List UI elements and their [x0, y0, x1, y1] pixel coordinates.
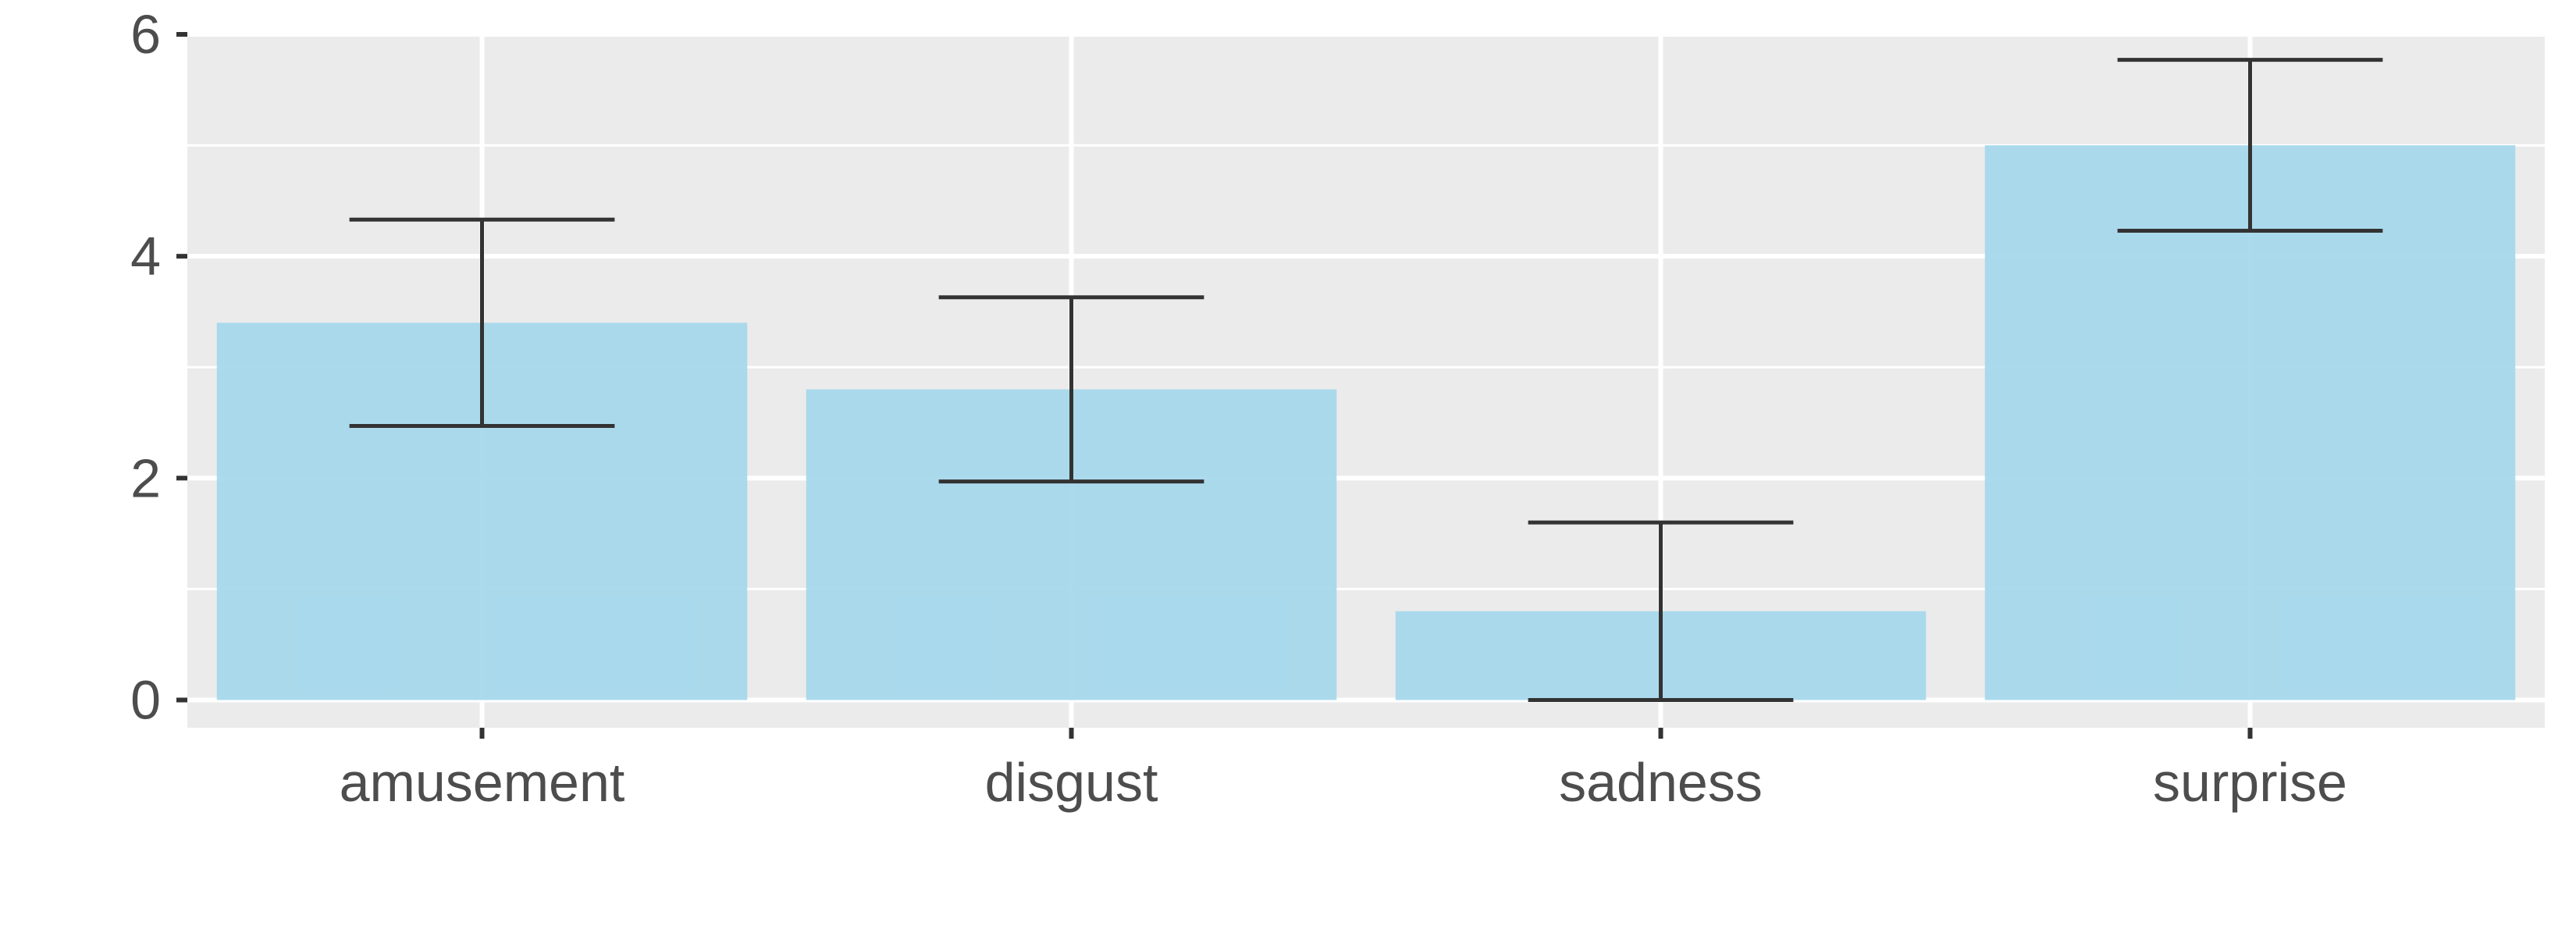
y-tick-label: 4: [130, 226, 161, 287]
y-tick-label: 6: [130, 4, 161, 65]
error-bar-disgust: [938, 295, 1204, 484]
bar-surprise: [1984, 145, 2516, 700]
error-bar-sadness: [1528, 520, 1794, 702]
y-tick-label: 2: [130, 447, 161, 508]
error-bar-surprise: [2117, 58, 2383, 233]
x-tick-label-surprise: surprise: [2153, 752, 2347, 813]
axes: 0 2 4 6 amusement disgust sadness surprise: [130, 4, 2347, 813]
x-tick-label-amusement: amusement: [340, 752, 625, 813]
error-bars: [349, 58, 2383, 702]
x-tick-label-disgust: disgust: [985, 752, 1158, 813]
error-bar-amusement: [349, 217, 615, 429]
y-tick-label: 0: [130, 669, 161, 730]
x-tick-label-sadness: sadness: [1559, 752, 1763, 813]
